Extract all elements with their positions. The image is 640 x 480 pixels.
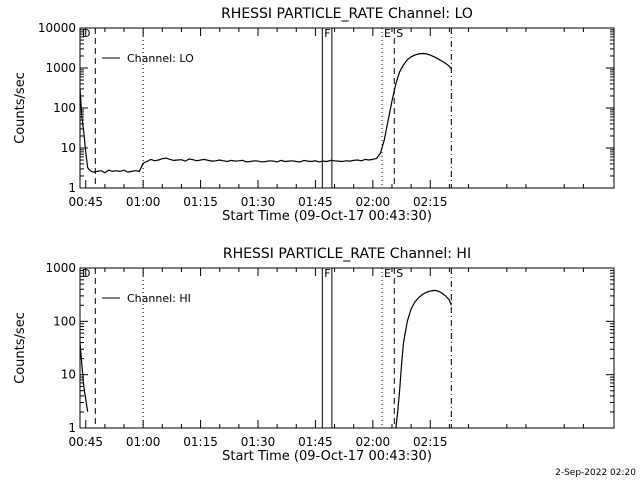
chart-panel-2: RHESSI PARTICLE_RATE Channel: HI 00:45 01:…	[13, 246, 615, 464]
marker-label: D	[82, 267, 90, 280]
y-tick-label: 1000	[45, 61, 76, 75]
x-axis-label: Start Time (09-Oct-17 00:43:30)	[222, 449, 432, 464]
x-tick-label: 02:00	[356, 195, 391, 209]
series-line-1	[79, 52, 452, 174]
y-tick-label: 100	[53, 101, 76, 115]
x-tick-label: 00:45	[68, 435, 103, 449]
x-axis-label: Start Time (09-Oct-17 00:43:30)	[222, 209, 432, 224]
y-axis-label: Counts/sec	[13, 72, 28, 144]
y-tick-label: 10	[61, 141, 76, 155]
marker-label: S	[396, 267, 403, 280]
chart-title: RHESSI PARTICLE_RATE Channel: HI	[223, 246, 471, 262]
marker-label: S	[396, 27, 403, 40]
marker-label: F	[324, 267, 330, 280]
x-tick-label: 01:45	[298, 435, 333, 449]
x-tick-label: 01:00	[126, 435, 161, 449]
y-tick-label: 1	[68, 181, 76, 195]
series-line-2	[395, 289, 452, 429]
marker-label: F	[324, 27, 330, 40]
x-tick-label: 01:45	[298, 195, 333, 209]
x-tick-label: 01:15	[183, 435, 218, 449]
x-tick-label: 01:15	[183, 195, 218, 209]
y-tick-label: 10000	[38, 21, 76, 35]
legend-label: Channel: LO	[127, 52, 194, 65]
x-tick-label: 01:30	[241, 435, 276, 449]
y-tick-label: 100	[53, 314, 76, 328]
marker-label: D	[82, 27, 90, 40]
x-tick-label: 01:30	[241, 195, 276, 209]
x-tick-label: 02:15	[413, 195, 448, 209]
x-tick-label: 02:00	[356, 435, 391, 449]
legend-label: Channel: HI	[127, 292, 191, 305]
x-tick-label: 01:00	[126, 195, 161, 209]
date-stamp: 2-Sep-2022 02:20	[555, 468, 636, 478]
chart-panel-1: RHESSI PARTICLE_RATE Channel: LO 00:45 01:…	[13, 6, 615, 224]
x-tick-label: 02:15	[413, 435, 448, 449]
y-tick-label: 10	[61, 368, 76, 382]
y-tick-label: 1000	[45, 261, 76, 275]
x-tick-label: 00:45	[68, 195, 103, 209]
marker-label: E	[384, 267, 391, 280]
chart-title: RHESSI PARTICLE_RATE Channel: LO	[221, 6, 473, 22]
y-tick-label: 1	[68, 421, 76, 435]
marker-label: E	[384, 27, 391, 40]
y-axis-label: Counts/sec	[13, 312, 28, 384]
